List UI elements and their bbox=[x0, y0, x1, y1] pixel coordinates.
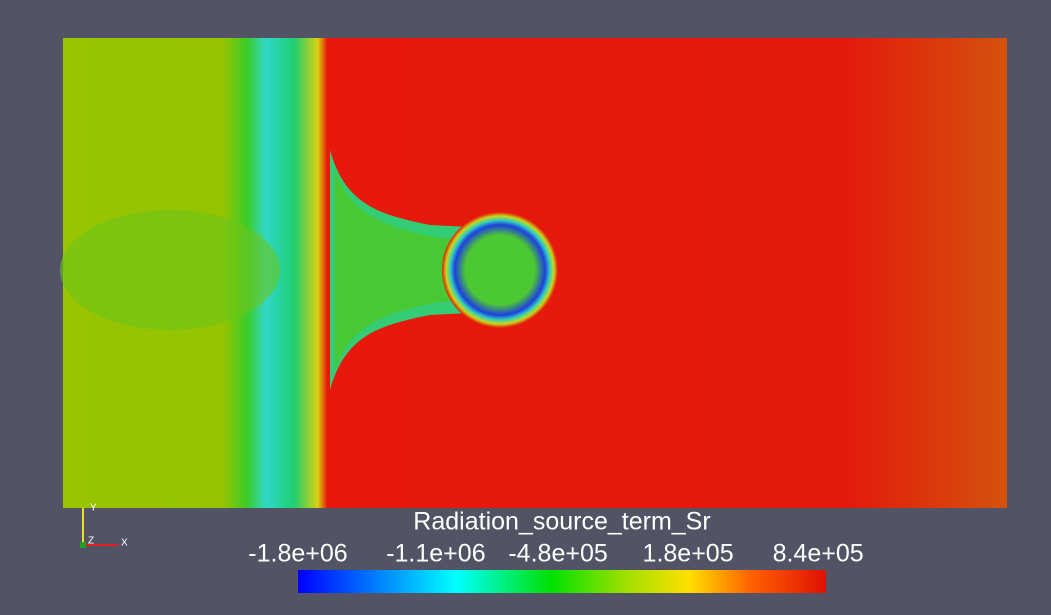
bubble bbox=[442, 212, 558, 328]
axis-label: X bbox=[121, 538, 128, 549]
color-legend: Radiation_source_term_Sr -1.8e+06 -1.1e+0… bbox=[248, 508, 864, 593]
render-view bbox=[60, 38, 1007, 508]
wake bbox=[60, 210, 280, 330]
legend-tick-label: 1.8e+05 bbox=[643, 540, 734, 568]
z-axis bbox=[80, 542, 86, 548]
legend-tick-label: -1.8e+06 bbox=[248, 540, 347, 568]
color-bar bbox=[298, 570, 826, 593]
plume-core bbox=[335, 170, 490, 370]
legend-tick-label: -4.8e+05 bbox=[508, 540, 607, 568]
legend-tick-label: 8.4e+05 bbox=[773, 540, 864, 568]
axis-label: Z bbox=[88, 536, 94, 547]
legend-title: Radiation_source_term_Sr bbox=[413, 508, 710, 536]
axes-triad: Y Z X bbox=[80, 503, 128, 549]
legend-tick-label: -1.1e+06 bbox=[386, 540, 485, 568]
axis-label: Y bbox=[90, 503, 97, 514]
